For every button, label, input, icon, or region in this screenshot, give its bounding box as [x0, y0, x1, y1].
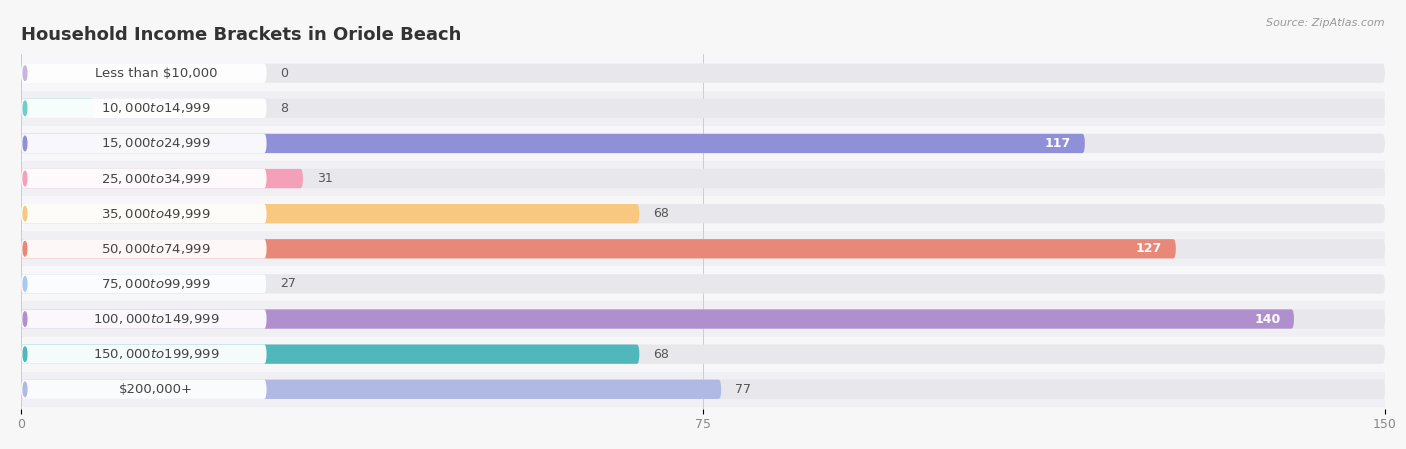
FancyBboxPatch shape [21, 99, 94, 118]
FancyBboxPatch shape [21, 344, 1385, 364]
Text: $15,000 to $24,999: $15,000 to $24,999 [101, 136, 211, 150]
Text: 27: 27 [280, 277, 297, 291]
Text: $200,000+: $200,000+ [120, 383, 193, 396]
FancyBboxPatch shape [21, 99, 267, 118]
Text: $75,000 to $99,999: $75,000 to $99,999 [101, 277, 211, 291]
Bar [21, 266, 1385, 301]
Text: 127: 127 [1136, 242, 1163, 255]
Bar [21, 196, 1385, 231]
FancyBboxPatch shape [21, 274, 1385, 294]
Circle shape [22, 242, 27, 256]
FancyBboxPatch shape [21, 99, 1385, 118]
Text: $150,000 to $199,999: $150,000 to $199,999 [93, 347, 219, 361]
Bar [21, 161, 1385, 196]
FancyBboxPatch shape [21, 169, 1385, 188]
FancyBboxPatch shape [21, 134, 1385, 153]
Text: $50,000 to $74,999: $50,000 to $74,999 [101, 242, 211, 256]
Text: $10,000 to $14,999: $10,000 to $14,999 [101, 101, 211, 115]
FancyBboxPatch shape [21, 64, 267, 83]
Text: Source: ZipAtlas.com: Source: ZipAtlas.com [1267, 18, 1385, 28]
Text: 31: 31 [316, 172, 332, 185]
FancyBboxPatch shape [21, 309, 1294, 329]
Bar [21, 372, 1385, 407]
FancyBboxPatch shape [21, 239, 1385, 259]
FancyBboxPatch shape [21, 379, 267, 399]
Text: 68: 68 [652, 348, 669, 361]
Text: Household Income Brackets in Oriole Beach: Household Income Brackets in Oriole Beac… [21, 26, 461, 44]
FancyBboxPatch shape [21, 274, 267, 294]
Text: 140: 140 [1254, 313, 1281, 326]
Circle shape [22, 172, 27, 186]
FancyBboxPatch shape [21, 134, 1085, 153]
Circle shape [22, 382, 27, 396]
Circle shape [22, 277, 27, 291]
FancyBboxPatch shape [21, 309, 1385, 329]
FancyBboxPatch shape [21, 379, 1385, 399]
Bar [21, 231, 1385, 266]
FancyBboxPatch shape [21, 204, 267, 223]
Text: 0: 0 [280, 67, 288, 79]
FancyBboxPatch shape [21, 344, 640, 364]
FancyBboxPatch shape [21, 134, 267, 153]
Circle shape [22, 207, 27, 221]
FancyBboxPatch shape [21, 379, 721, 399]
Text: $100,000 to $149,999: $100,000 to $149,999 [93, 312, 219, 326]
Circle shape [22, 312, 27, 326]
Bar [21, 337, 1385, 372]
Circle shape [22, 66, 27, 80]
FancyBboxPatch shape [21, 239, 267, 259]
Text: $25,000 to $34,999: $25,000 to $34,999 [101, 172, 211, 185]
FancyBboxPatch shape [21, 204, 1385, 223]
Text: 117: 117 [1045, 137, 1071, 150]
Circle shape [22, 136, 27, 151]
Text: Less than $10,000: Less than $10,000 [94, 67, 218, 79]
FancyBboxPatch shape [21, 64, 1385, 83]
FancyBboxPatch shape [21, 309, 267, 329]
Bar [21, 56, 1385, 91]
Bar [21, 91, 1385, 126]
FancyBboxPatch shape [21, 274, 267, 294]
FancyBboxPatch shape [21, 239, 1175, 259]
FancyBboxPatch shape [21, 204, 640, 223]
FancyBboxPatch shape [21, 344, 267, 364]
FancyBboxPatch shape [21, 169, 267, 188]
Text: 77: 77 [735, 383, 751, 396]
Text: 8: 8 [280, 102, 288, 115]
Circle shape [22, 101, 27, 115]
FancyBboxPatch shape [21, 169, 302, 188]
Text: 68: 68 [652, 207, 669, 220]
Bar [21, 126, 1385, 161]
Text: $35,000 to $49,999: $35,000 to $49,999 [101, 207, 211, 220]
Circle shape [22, 347, 27, 361]
Bar [21, 301, 1385, 337]
